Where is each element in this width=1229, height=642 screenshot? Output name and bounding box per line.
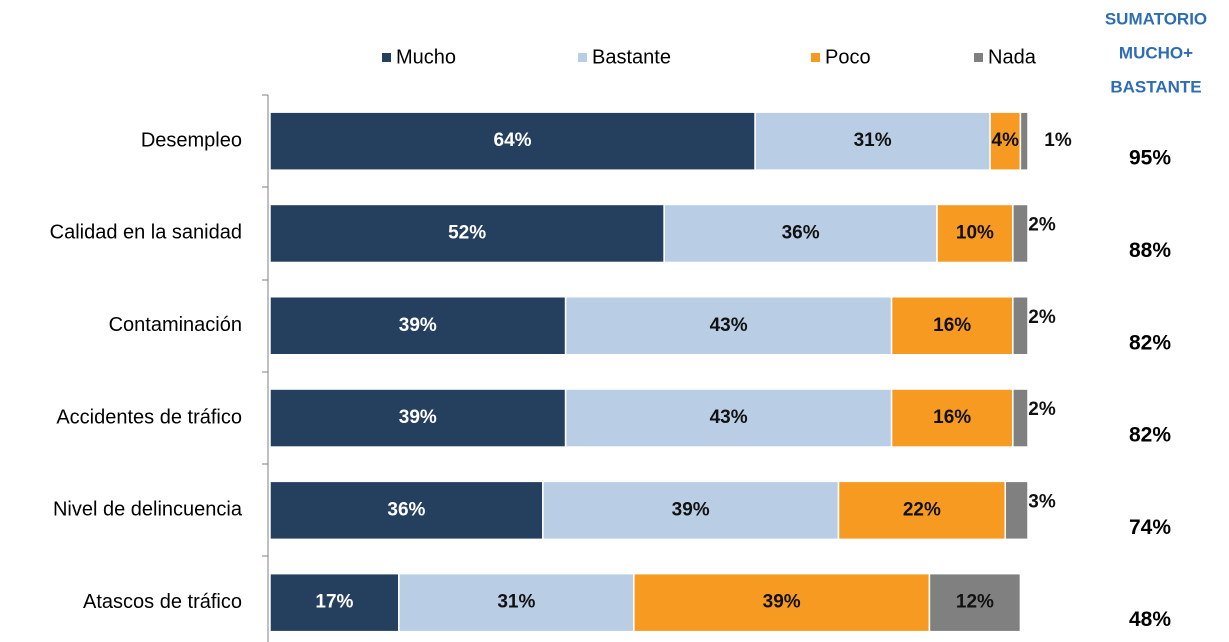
bar-segment <box>269 480 544 541</box>
bar-segment <box>837 480 1007 541</box>
legend-swatch <box>382 53 391 62</box>
legend-label: Nada <box>988 46 1037 68</box>
sum-label: 88% <box>1129 239 1171 262</box>
sum-label: 82% <box>1129 424 1171 447</box>
value-label: 10% <box>956 222 994 243</box>
value-label: 31% <box>497 592 535 613</box>
value-label: 12% <box>956 592 994 613</box>
bar-segment <box>928 572 1022 633</box>
bar-segment <box>890 388 1014 448</box>
value-label: 3% <box>1028 491 1056 512</box>
value-label: 16% <box>933 315 971 336</box>
bar-segment <box>754 111 991 171</box>
bar-segment <box>1019 111 1029 171</box>
value-label: 2% <box>1028 399 1056 420</box>
value-label: 22% <box>903 499 941 520</box>
bar-segment <box>542 480 840 541</box>
bar-segment <box>564 388 893 448</box>
legend-swatch <box>974 53 983 62</box>
value-label: 36% <box>387 499 425 520</box>
bar-segment <box>1012 296 1029 356</box>
legend-label: Bastante <box>592 46 671 68</box>
bar-segment <box>269 111 756 171</box>
sum-label: 82% <box>1129 331 1171 354</box>
legend-swatch <box>811 53 820 62</box>
sum-header: MUCHO+ <box>1119 43 1193 62</box>
bar-segment <box>269 572 400 633</box>
legend-label: Poco <box>825 46 871 68</box>
category-label: Calidad en la sanidad <box>50 222 242 244</box>
value-label: 39% <box>672 499 710 520</box>
value-label: 64% <box>494 130 532 151</box>
bar-segment <box>1012 203 1029 264</box>
value-label: 36% <box>782 222 820 243</box>
value-label: 39% <box>399 315 437 336</box>
sum-header: SUMATORIO <box>1105 9 1207 28</box>
category-label: Nivel de delincuencia <box>53 499 243 521</box>
value-label: 43% <box>710 315 748 336</box>
bar-segment <box>890 296 1014 356</box>
value-label: 16% <box>933 407 971 428</box>
sum-header: BASTANTE <box>1110 77 1201 96</box>
sum-label: 74% <box>1129 516 1171 539</box>
category-label: Contaminación <box>109 314 242 336</box>
value-label: 39% <box>763 592 801 613</box>
value-label: 1% <box>1044 130 1072 151</box>
category-label: Atascos de tráfico <box>83 591 242 613</box>
bar-segment <box>269 203 665 264</box>
value-label: 39% <box>399 407 437 428</box>
sum-label: 95% <box>1129 147 1171 170</box>
legend-label: Mucho <box>396 46 456 68</box>
value-label: 31% <box>854 130 892 151</box>
category-label: Desempleo <box>141 129 242 151</box>
bar-segment <box>1004 480 1029 541</box>
value-label: 2% <box>1028 307 1056 328</box>
bar-segment <box>398 572 635 633</box>
value-label: 17% <box>315 592 353 613</box>
bar-segment <box>663 203 938 264</box>
category-axis <box>262 94 269 642</box>
value-label: 43% <box>710 407 748 428</box>
value-label: 2% <box>1028 214 1056 235</box>
bar-segment <box>989 111 1022 171</box>
value-label: 52% <box>448 222 486 243</box>
value-label: 4% <box>992 130 1020 151</box>
category-label: Accidentes de tráfico <box>56 406 242 428</box>
legend-swatch <box>578 53 587 62</box>
bar-segment <box>1012 388 1029 448</box>
bar-segment <box>936 203 1014 264</box>
sum-label: 48% <box>1129 608 1171 631</box>
